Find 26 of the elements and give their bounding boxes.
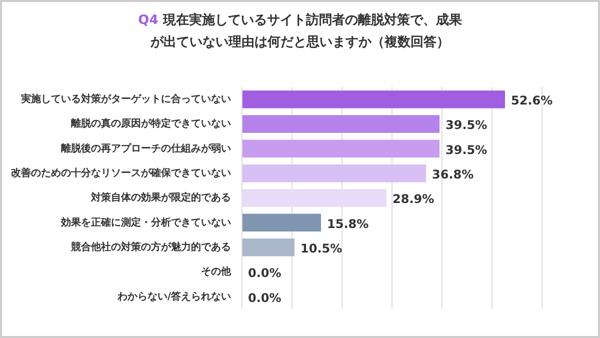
y-tick-label: 効果を正確に測定・分析できていない: [60, 216, 231, 228]
y-tick-label: その他: [201, 266, 232, 278]
bar: [242, 238, 294, 256]
y-tick-label: 離脱後の再アプローチの仕組みが弱い: [60, 142, 231, 154]
data-label: 52.6%: [511, 93, 553, 108]
data-label: 36.8%: [432, 167, 474, 182]
bar: [242, 189, 386, 207]
y-tick-label: 実施している対策がターゲットに合っていない: [20, 92, 231, 105]
y-tick-label: わからない/答えられない: [116, 290, 231, 302]
bar: [242, 90, 505, 108]
data-label: 39.5%: [446, 142, 488, 157]
y-tick-label: 対策自体の効果が限定的である: [90, 192, 231, 204]
data-label: 0.0%: [248, 266, 282, 280]
y-tick-label: 離脱の真の原因が特定できていない: [70, 118, 231, 130]
y-tick-label: 改善のための十分なリソースが確保できていない: [11, 166, 231, 179]
bar: [242, 214, 321, 232]
bar: [242, 115, 440, 133]
bar: [242, 140, 440, 158]
data-label: 28.9%: [392, 192, 434, 206]
data-label: 0.0%: [248, 290, 282, 305]
chart-title: Q4 現在実施しているサイト訪問者の離脱対策で、成果が出ていない理由は何だと思いますか（複数回答）: [137, 12, 463, 52]
data-label: 39.5%: [446, 118, 488, 132]
data-label: 10.5%: [300, 241, 342, 256]
bar: [242, 164, 426, 182]
data-label: 15.8%: [327, 216, 369, 231]
y-tick-label: 競合他社の対策の方が魅力的である: [70, 240, 231, 253]
